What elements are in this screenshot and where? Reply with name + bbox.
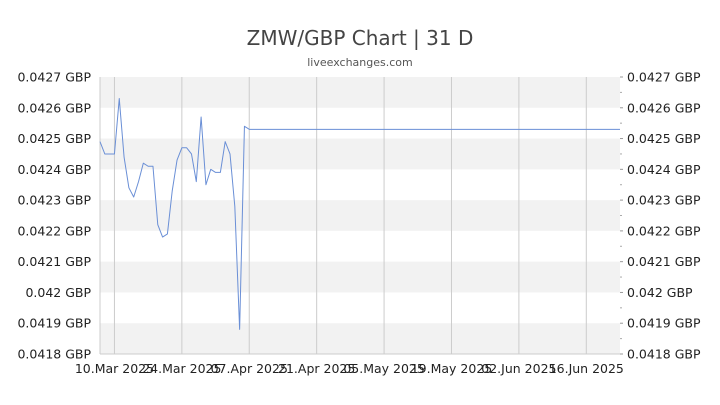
y-tick-label-left: 0.0425 GBP (17, 131, 91, 146)
y-tick-label-right: 0.0418 GBP (627, 347, 701, 362)
y-tick-label-left: 0.0426 GBP (17, 100, 91, 115)
grid-band (100, 261, 620, 293)
x-tick-label: 02.Jun 2025 (481, 361, 556, 376)
x-tick-label: 05.May 2025 (343, 361, 425, 376)
y-tick-label-left: 0.0421 GBP (17, 254, 91, 269)
y-tick-label-left: 0.042 GBP (25, 285, 91, 300)
x-tick-label: 24.Mar 2025 (142, 361, 221, 376)
y-tick-label-left: 0.0424 GBP (17, 162, 91, 177)
y-tick-label-right: 0.0422 GBP (627, 223, 701, 238)
y-tick-label-left: 0.0422 GBP (17, 223, 91, 238)
y-tick-label-right: 0.0425 GBP (627, 131, 701, 146)
rate-series-line (99, 98, 620, 330)
grid-band (100, 323, 620, 354)
y-tick-label-left: 0.0418 GBP (17, 347, 91, 362)
x-tick-label: 19.May 2025 (411, 361, 493, 376)
grid-band (100, 77, 620, 108)
x-tick-label: 16.Jun 2025 (549, 361, 624, 376)
chart-subtitle: liveexchanges.com (307, 56, 413, 69)
x-tick-label: 10.Mar 2025 (75, 361, 154, 376)
y-tick-label-right: 0.0424 GBP (627, 162, 701, 177)
y-tick-label-right: 0.0427 GBP (627, 70, 701, 85)
y-tick-label-right: 0.0426 GBP (627, 100, 701, 115)
grid-band (100, 200, 620, 231)
y-tick-label-right: 0.0421 GBP (627, 254, 701, 269)
chart-title: ZMW/GBP Chart | 31 D (246, 26, 474, 50)
y-tick-label-right: 0.0423 GBP (627, 193, 701, 208)
x-tick-label: 07.Apr 2025 (211, 361, 288, 376)
y-tick-label-right: 0.042 GBP (627, 285, 693, 300)
y-tick-label-right: 0.0419 GBP (627, 316, 701, 331)
y-tick-label-left: 0.0419 GBP (17, 316, 91, 331)
grid-band (100, 138, 620, 170)
y-tick-label-left: 0.0423 GBP (17, 193, 91, 208)
y-tick-label-left: 0.0427 GBP (17, 70, 91, 85)
x-tick-label: 21.Apr 2025 (278, 361, 355, 376)
